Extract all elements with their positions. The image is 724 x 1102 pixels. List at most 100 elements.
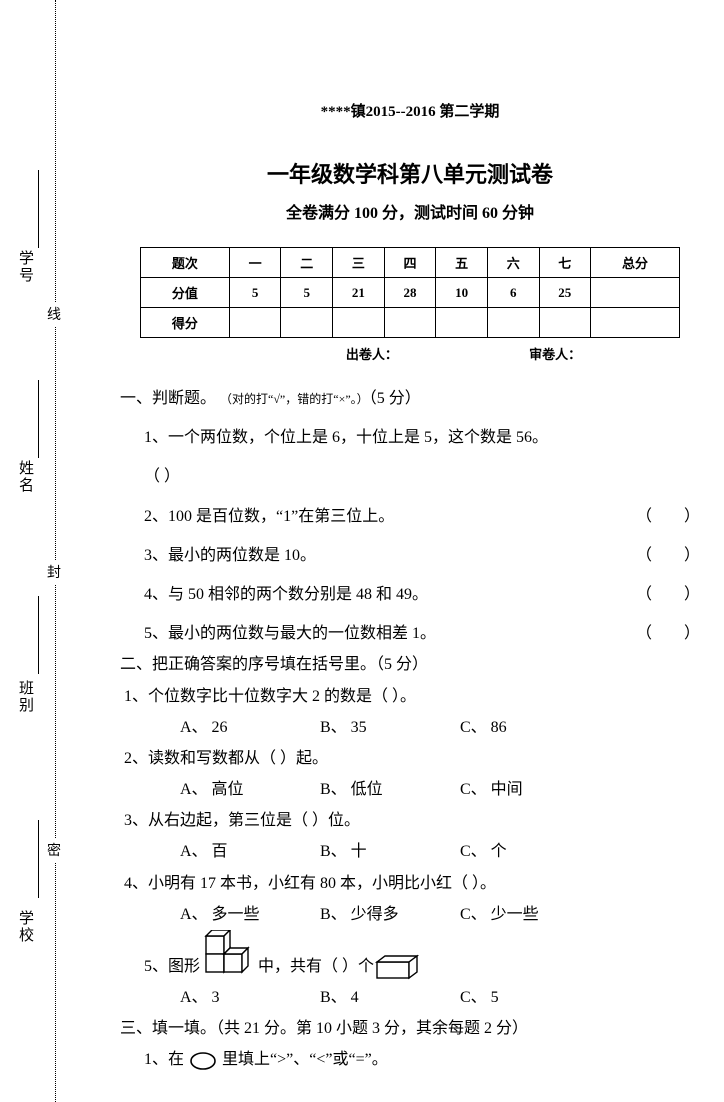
s1q4: 4、与 50 相邻的两个数分别是 48 和 49。	[144, 579, 636, 610]
s1q5: 5、最小的两位数与最大的一位数相差 1。	[144, 618, 636, 649]
s2o1c: C、 86	[460, 712, 600, 743]
section-2: 二、把正确答案的序号填在括号里。（5 分） 1、个位数字比十位数字大 2 的数是…	[120, 649, 700, 1013]
vfield-studentno[interactable]	[38, 170, 39, 248]
s2o5: A、 3B、 4C、 5	[120, 982, 700, 1013]
s2o3a: A、 百	[180, 836, 320, 867]
score-value-row: 分值 5 5 21 28 10 6 25	[141, 278, 680, 308]
td[interactable]	[591, 308, 680, 338]
td: 5	[281, 278, 333, 308]
s2o4c: C、 少一些	[460, 899, 600, 930]
s2o5b: B、 4	[320, 982, 460, 1013]
td: 得分	[141, 308, 230, 338]
td[interactable]	[229, 308, 281, 338]
s2o2b: B、 低位	[320, 774, 460, 805]
cuboid-icon	[374, 954, 420, 982]
s2o2a: A、 高位	[180, 774, 320, 805]
s1q1: 1、一个两位数，个位上是 6，十位上是 5，这个数是 56。	[144, 422, 700, 453]
s2o4a: A、 多一些	[180, 899, 320, 930]
sec1-head-points: （5 分）	[369, 390, 421, 407]
s2o3: A、 百B、 十C、 个	[120, 836, 700, 867]
s2q5b: 中，共有（ ）个	[258, 951, 374, 982]
s1q3: 3、最小的两位数是 10。	[144, 540, 636, 571]
score-table: 题次 一 二 三 四 五 六 七 总分 分值 5 5 21 28 10 6 25…	[140, 247, 680, 338]
seal-char-1: 线	[47, 302, 61, 326]
td: 6	[487, 278, 539, 308]
vfield-class[interactable]	[38, 596, 39, 674]
score-header-row: 题次 一 二 三 四 五 六 七 总分	[141, 248, 680, 278]
sec3-head: 三、填一填。（共 21 分。第 10 小题 3 分，其余每题 2 分）	[120, 1013, 700, 1044]
examiner-left: 出卷人：	[346, 344, 526, 363]
s1q2-paren[interactable]: （ ）	[636, 501, 700, 532]
td[interactable]	[539, 308, 591, 338]
s2o3c: C、 个	[460, 836, 600, 867]
td[interactable]	[281, 308, 333, 338]
page-content: ****镇2015--2016 第二学期 一年级数学科第八单元测试卷 全卷满分 …	[120, 0, 700, 1076]
sec1-head-text: 一、判断题。	[120, 390, 220, 407]
td[interactable]	[384, 308, 436, 338]
fold-line	[55, 0, 56, 1102]
s3q1b: 里填上“>”、“<”或“=”。	[222, 1051, 388, 1068]
th: 总分	[591, 248, 680, 278]
semester-header: ****镇2015--2016 第二学期	[120, 100, 700, 121]
td: 28	[384, 278, 436, 308]
section-1: 一、判断题。 （对的打“√”，错的打“×”。）（5 分） 1、一个两位数，个位上…	[120, 383, 700, 649]
vlabel-school: 学校	[15, 910, 36, 944]
s2o5a: A、 3	[180, 982, 320, 1013]
s1q3-paren[interactable]: （ ）	[636, 540, 700, 571]
exam-subtitle: 全卷满分 100 分，测试时间 60 分钟	[120, 199, 700, 223]
s2o1: A、 26B、 35C、 86	[120, 712, 700, 743]
s1q1-paren[interactable]: （ ）	[144, 461, 700, 492]
vlabel-name: 姓名	[15, 460, 36, 494]
sec1-head-note: （对的打“√”，错的打“×”。）	[220, 392, 369, 406]
vlabel-studentno: 学号	[15, 250, 36, 284]
score-score-row: 得分	[141, 308, 680, 338]
s3q1a: 1、在	[144, 1051, 184, 1068]
s2q5: 5、图形 中，共有（ ）个	[120, 930, 700, 982]
oval-icon	[188, 1051, 218, 1071]
td[interactable]	[333, 308, 385, 338]
s1q4-paren[interactable]: （ ）	[636, 579, 700, 610]
td: 分值	[141, 278, 230, 308]
th: 七	[539, 248, 591, 278]
vfield-school[interactable]	[38, 820, 39, 898]
examiner-line: 出卷人： 审卷人：	[120, 344, 700, 363]
td	[591, 278, 680, 308]
s2o1b: B、 35	[320, 712, 460, 743]
s2q4: 4、小明有 17 本书，小红有 80 本，小明比小红（ ）。	[124, 868, 700, 899]
exam-title: 一年级数学科第八单元测试卷	[120, 157, 700, 189]
vfield-name[interactable]	[38, 380, 39, 458]
s3q1: 1、在 里填上“>”、“<”或“=”。	[120, 1044, 700, 1075]
td[interactable]	[487, 308, 539, 338]
s2o2: A、 高位B、 低位C、 中间	[120, 774, 700, 805]
td: 10	[436, 278, 488, 308]
th: 题次	[141, 248, 230, 278]
seal-char-3: 密	[47, 838, 61, 862]
cubes-icon	[200, 930, 258, 982]
section-3: 三、填一填。（共 21 分。第 10 小题 3 分，其余每题 2 分） 1、在 …	[120, 1013, 700, 1075]
th: 三	[333, 248, 385, 278]
vlabel-class: 班别	[15, 680, 36, 714]
s2o5c: C、 5	[460, 982, 600, 1013]
s2o3b: B、 十	[320, 836, 460, 867]
s2q2: 2、读数和写数都从（ ）起。	[124, 743, 700, 774]
binding-margin: 学号 姓名 班别 学校 线 封 密	[0, 0, 105, 1102]
s2q1: 1、个位数字比十位数字大 2 的数是（ ）。	[124, 681, 700, 712]
s1q2: 2、100 是百位数，“1”在第三位上。	[144, 501, 636, 532]
sec1-head: 一、判断题。 （对的打“√”，错的打“×”。）（5 分）	[120, 383, 700, 414]
th: 四	[384, 248, 436, 278]
s1q5-paren[interactable]: （ ）	[636, 618, 700, 649]
th: 五	[436, 248, 488, 278]
sec2-head: 二、把正确答案的序号填在括号里。（5 分）	[120, 649, 700, 680]
s2q3: 3、从右边起，第三位是（ ）位。	[124, 805, 700, 836]
s2o4: A、 多一些B、 少得多C、 少一些	[120, 899, 700, 930]
examiner-right: 审卷人：	[529, 344, 649, 363]
td: 25	[539, 278, 591, 308]
s2o4b: B、 少得多	[320, 899, 460, 930]
th: 二	[281, 248, 333, 278]
th: 一	[229, 248, 281, 278]
td: 5	[229, 278, 281, 308]
s2o2c: C、 中间	[460, 774, 600, 805]
seal-char-2: 封	[47, 560, 61, 584]
td[interactable]	[436, 308, 488, 338]
s2o1a: A、 26	[180, 712, 320, 743]
